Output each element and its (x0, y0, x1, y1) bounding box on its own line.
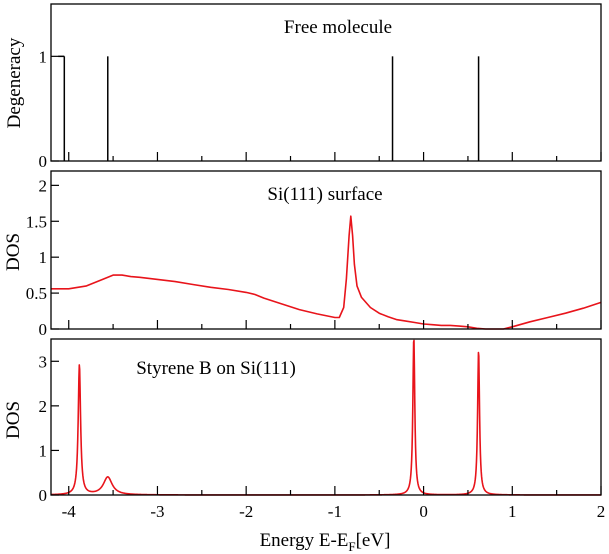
x-tick-label: -2 (239, 502, 253, 521)
y-tick-label: 2 (39, 397, 48, 416)
x-tick-label: 1 (508, 502, 517, 521)
y-tick-label: 0 (39, 486, 48, 505)
y-tick-label: 1.5 (26, 212, 47, 231)
y-tick-label: 0 (39, 152, 48, 171)
y-ticks-si111: 0 0.5 1 1.5 2 (26, 176, 59, 339)
y-ticks-free-molecule: 01 (39, 47, 59, 171)
y-ticks-styrene-b: 0 1 2 3 (39, 352, 59, 505)
x-ticks-free-molecule (68, 152, 602, 161)
y-tick-label: 0.5 (26, 284, 47, 303)
panel-title-free-molecule: Free molecule (284, 17, 392, 38)
dos-curve-si111 (51, 215, 602, 330)
y-tick-label: 1 (39, 248, 48, 267)
y-axis-label-degeneracy: Degeneracy (4, 37, 25, 128)
x-tick-label: -1 (328, 502, 342, 521)
y-tick-label: 2 (39, 176, 48, 195)
stick-series (58, 55, 480, 161)
panel-styrene-b: 0 1 2 3 -4 -3 -2 -1 0 1 2 Styrene B on Si(111) DO… (3, 338, 606, 521)
dos-curve-styrene-b (50, 339, 602, 496)
plot-frame-styrene-b (50, 338, 602, 496)
x-tick-label: -3 (150, 502, 164, 521)
x-ticks-styrene-b: -4 -3 -2 -1 0 1 2 (62, 486, 606, 521)
x-axis-label-main: Energy E-E (260, 530, 349, 551)
plot-frame-si111 (50, 170, 602, 330)
y-tick-label: 1 (39, 441, 48, 460)
panel-si111-surface: 0 0.5 1 1.5 2 Si(111) surface DOS (3, 170, 602, 339)
x-ticks-si111 (68, 320, 602, 329)
x-tick-label: 0 (419, 502, 428, 521)
plot-frame-free-molecule (50, 3, 602, 162)
x-axis-label-subscript: F (348, 539, 355, 554)
x-axis-label: Energy E-EF[eV] (260, 530, 391, 554)
x-tick-label: -4 (62, 502, 77, 521)
panel-free-molecule: 01 Free molecule Degeneracy (4, 3, 602, 171)
y-axis-label-dos-si111: DOS (3, 233, 24, 271)
y-tick-label: 1 (39, 47, 48, 66)
panel-title-si111: Si(111) surface (267, 184, 382, 205)
x-axis-label-unit: [eV] (356, 530, 391, 551)
y-tick-label: 3 (39, 352, 48, 371)
panel-title-styrene-b: Styrene B on Si(111) (136, 358, 296, 379)
y-tick-label: 0 (39, 320, 48, 339)
y-axis-label-dos-styrene: DOS (3, 401, 24, 439)
x-tick-label: 2 (597, 502, 606, 521)
